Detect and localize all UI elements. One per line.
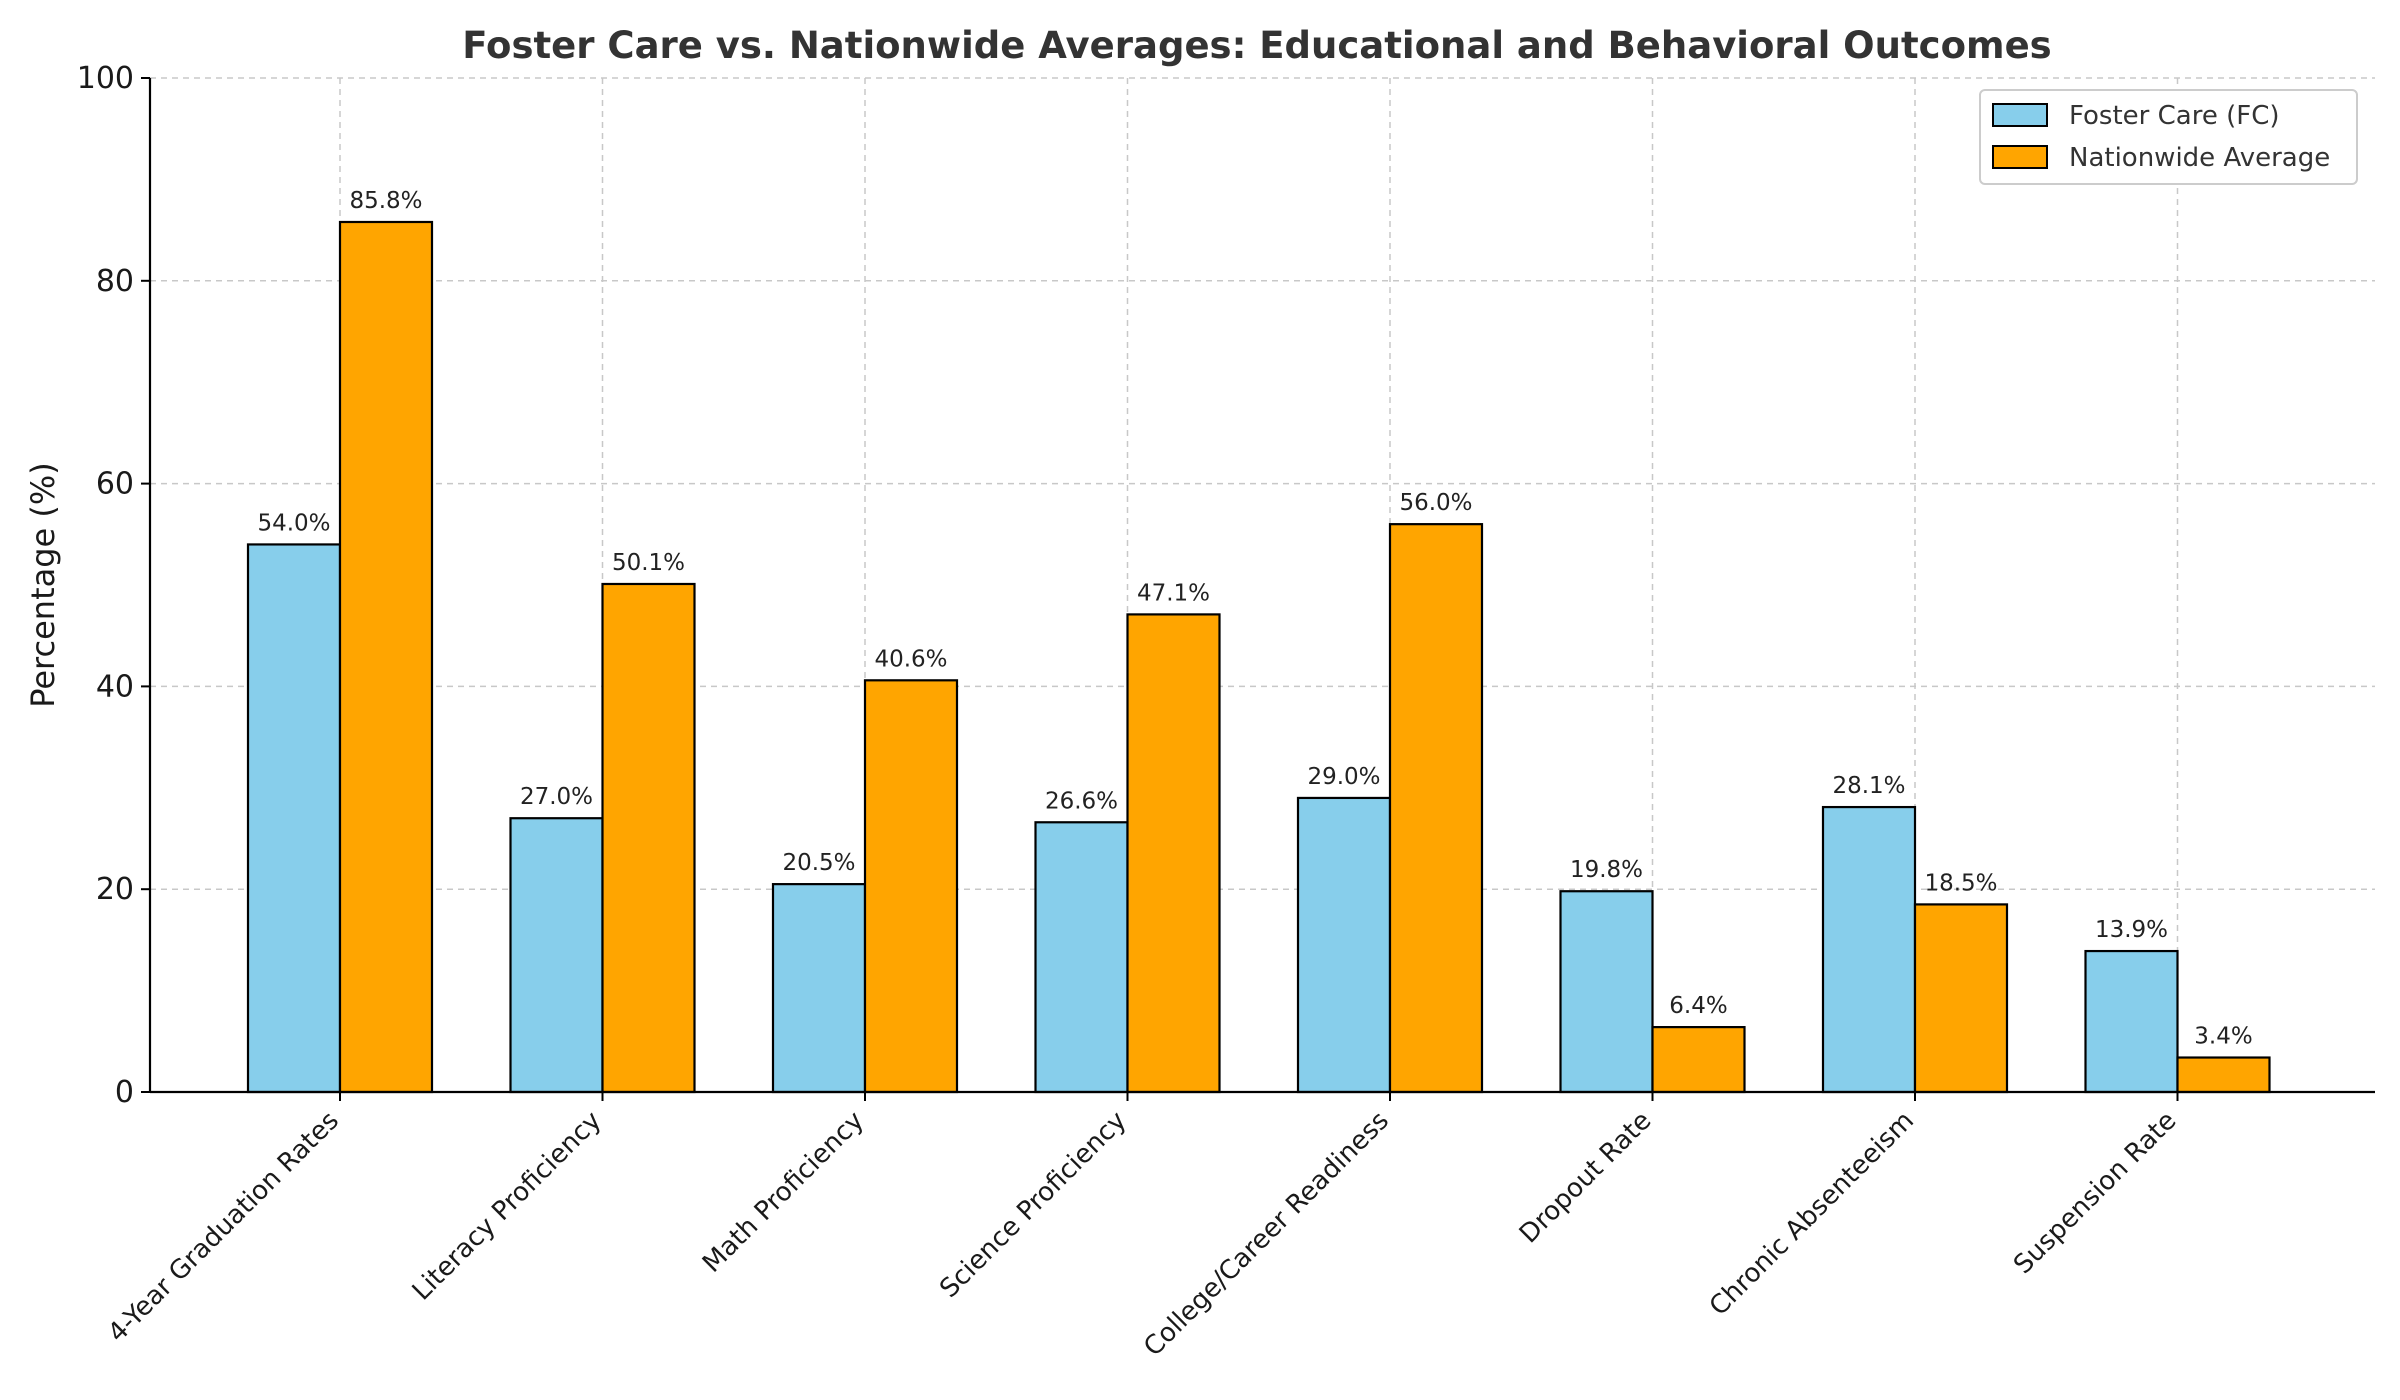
data-label-foster-care: 29.0% <box>1307 764 1380 790</box>
legend-swatch-foster-care <box>1992 103 2048 127</box>
y-tick-label: 0 <box>115 1075 134 1110</box>
x-tick-label: 4-Year Graduation Rates <box>102 1106 345 1349</box>
legend-label-foster-care: Foster Care (FC) <box>2069 101 2280 131</box>
chart-title: Foster Care vs. Nationwide Averages: Edu… <box>462 24 2051 67</box>
y-tick-label: 20 <box>96 872 134 907</box>
data-label-nationwide: 85.8% <box>349 188 422 214</box>
data-label-nationwide: 18.5% <box>1924 870 1997 896</box>
data-label-nationwide: 47.1% <box>1137 580 1210 606</box>
data-label-foster-care: 20.5% <box>782 850 855 876</box>
bar-nationwide <box>338 220 434 1094</box>
bar-nationwide <box>2176 1056 2271 1094</box>
bars <box>246 220 2271 1094</box>
x-tick-label: Chronic Absenteeism <box>1704 1106 1920 1322</box>
legend-swatch-nationwide <box>1992 145 2048 169</box>
bar-nationwide <box>863 679 959 1094</box>
legend-label-nationwide: Nationwide Average <box>2069 143 2330 173</box>
y-tick-label: 60 <box>96 467 134 502</box>
bar-foster-care <box>509 817 604 1094</box>
bar-foster-care <box>771 883 867 1094</box>
bar-nationwide <box>1126 613 1221 1094</box>
data-label-foster-care: 26.6% <box>1045 788 1118 814</box>
bar-foster-care <box>2084 949 2179 1094</box>
axes <box>141 77 2375 1101</box>
bar-nationwide <box>1388 523 1484 1094</box>
data-label-foster-care: 27.0% <box>520 784 593 810</box>
bar-foster-care <box>246 543 342 1094</box>
data-label-nationwide: 50.1% <box>612 550 685 576</box>
x-tick-label: Dropout Rate <box>1514 1106 1658 1250</box>
legend: Foster Care (FC) Nationwide Average <box>1979 89 2358 185</box>
bar-foster-care <box>1559 890 1654 1094</box>
x-tick-label: Literacy Proficiency <box>407 1106 608 1307</box>
data-label-nationwide: 6.4% <box>1669 993 1727 1019</box>
x-tick-label: Suspension Rate <box>2008 1106 2182 1280</box>
data-label-foster-care: 13.9% <box>2095 917 2168 943</box>
y-tick-label: 100 <box>77 61 134 96</box>
bar-foster-care <box>1034 821 1129 1094</box>
y-tick-label: 40 <box>96 669 134 704</box>
y-tick-label: 80 <box>96 264 134 299</box>
data-label-nationwide: 3.4% <box>2194 1024 2252 1050</box>
x-tick-label: Science Proficiency <box>934 1106 1132 1304</box>
x-tick-label: Math Proficiency <box>697 1106 870 1279</box>
bar-nationwide <box>1651 1026 1746 1094</box>
data-label-foster-care: 28.1% <box>1832 773 1905 799</box>
data-label-nationwide: 40.6% <box>874 646 947 672</box>
data-label-nationwide: 56.0% <box>1399 490 1472 516</box>
x-tick-label: College/Career Readiness <box>1138 1106 1395 1363</box>
data-label-foster-care: 19.8% <box>1570 857 1643 883</box>
grid-lines <box>150 77 2375 1093</box>
bar-nationwide <box>601 582 696 1094</box>
bar-foster-care <box>1821 805 1917 1094</box>
legend-frame <box>1979 89 2358 185</box>
bar-foster-care <box>1296 796 1392 1094</box>
bar-nationwide <box>1913 903 2009 1094</box>
data-labels: 54.0% 27.0% 20.5% 26.6% 29.0% 19.8% 28.1% 13.9%… <box>257 188 2252 1050</box>
data-label-foster-care: 54.0% <box>257 510 330 536</box>
y-axis-label: Percentage (%) <box>24 462 62 708</box>
